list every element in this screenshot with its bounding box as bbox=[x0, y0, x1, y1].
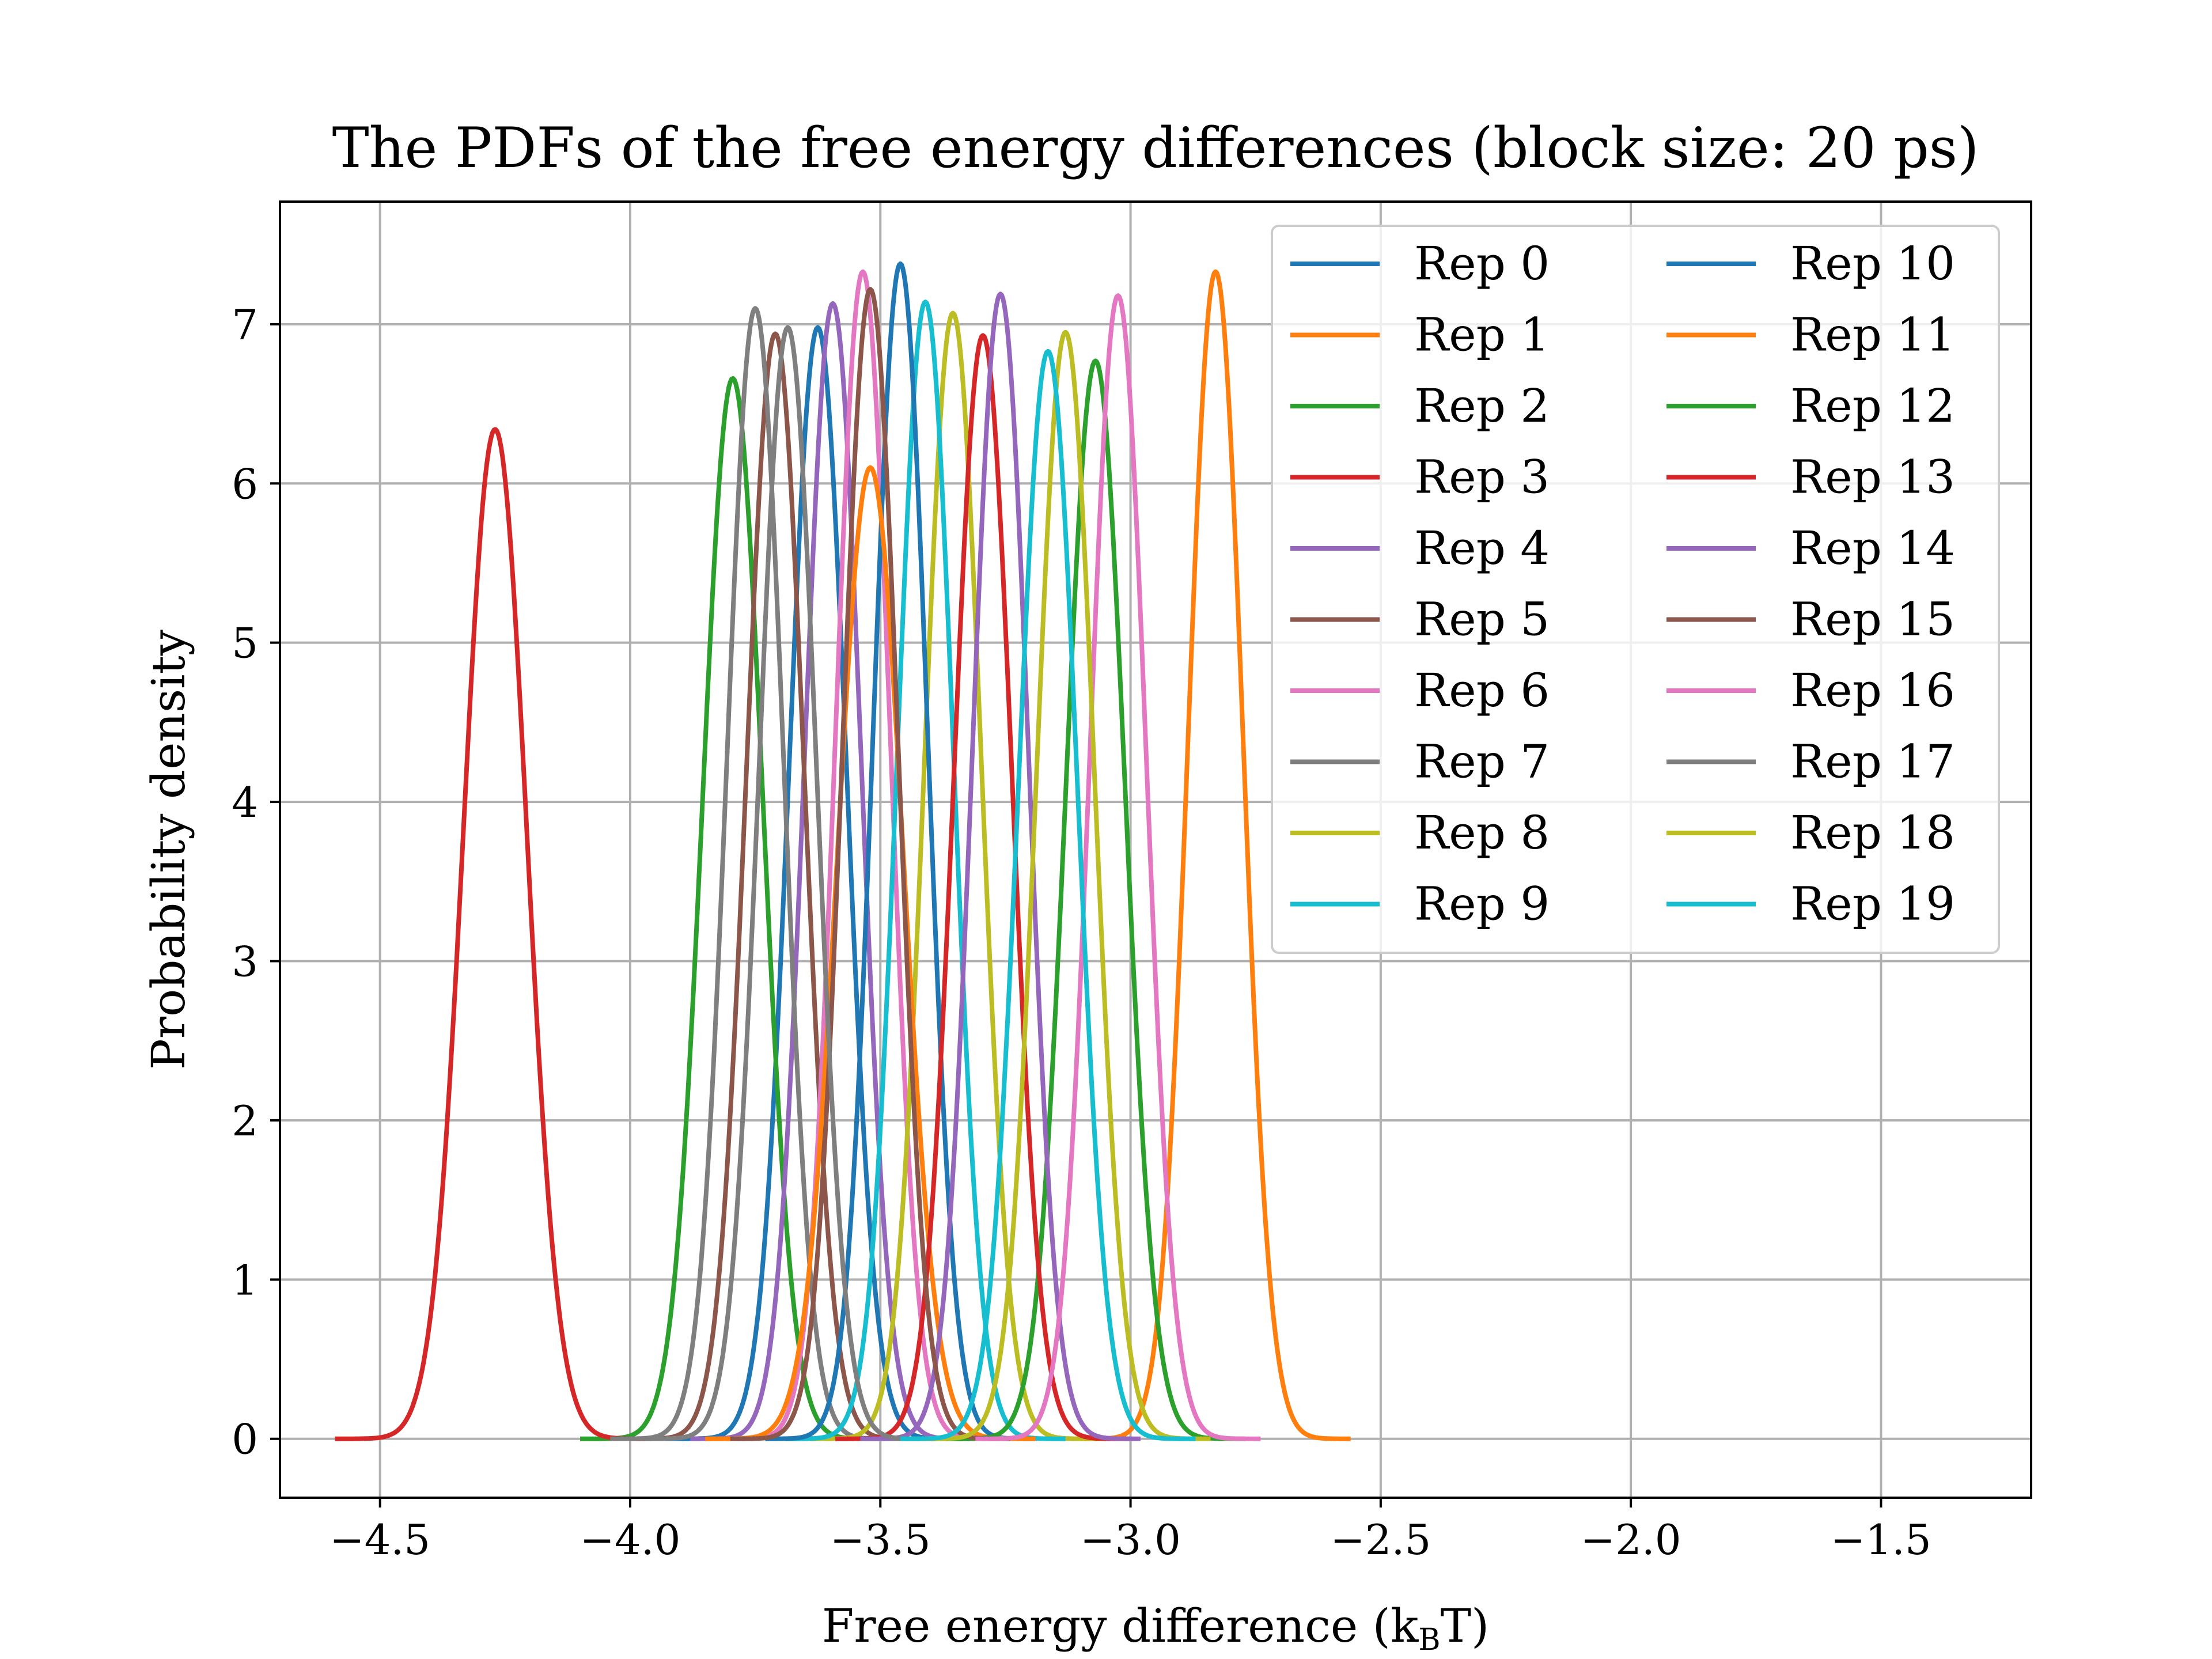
legend-label: Rep 10 bbox=[1790, 237, 1955, 290]
legend-label: Rep 9 bbox=[1414, 877, 1550, 931]
x-tick-label: −2.5 bbox=[1330, 1516, 1431, 1564]
series-line-rep-14 bbox=[859, 291, 1142, 1441]
legend-label: Rep 11 bbox=[1790, 308, 1955, 362]
legend-label: Rep 5 bbox=[1414, 593, 1550, 646]
x-tick-label: −4.0 bbox=[580, 1516, 681, 1564]
x-tick-label: −2.0 bbox=[1581, 1516, 1681, 1564]
x-axis-ticks: −4.5 −4.0 −3.5 −3.0 −2.5 −2.0 −1.5 bbox=[329, 1498, 1931, 1564]
series-line-rep-8 bbox=[809, 310, 1097, 1441]
x-axis-label-unit-tail: T) bbox=[1441, 1599, 1490, 1653]
y-tick-label: 2 bbox=[232, 1097, 258, 1145]
series-line-rep-3 bbox=[334, 427, 652, 1441]
legend-label: Rep 12 bbox=[1790, 379, 1955, 433]
series-line-rep-5 bbox=[629, 331, 922, 1441]
legend-label: Rep 13 bbox=[1790, 450, 1955, 504]
x-tick-label: −3.0 bbox=[1080, 1516, 1181, 1564]
legend-label: Rep 7 bbox=[1414, 735, 1550, 789]
series-line-rep-1 bbox=[1079, 269, 1352, 1441]
x-tick-label: −4.5 bbox=[329, 1516, 430, 1564]
legend-label: Rep 4 bbox=[1414, 521, 1550, 575]
y-tick-label: 7 bbox=[232, 301, 258, 349]
y-tick-label: 0 bbox=[232, 1415, 258, 1464]
legend-label: Rep 6 bbox=[1414, 664, 1550, 717]
legend: Rep 0 Rep 1 Rep 2 Rep 3 Rep 4 Rep 5 Rep 6 Rep 7… bbox=[1271, 225, 2000, 954]
y-tick-label: 4 bbox=[232, 778, 258, 827]
legend-label: Rep 19 bbox=[1790, 877, 1955, 931]
x-axis-label-unit-base: k bbox=[1391, 1599, 1419, 1653]
chart-title: The PDFs of the free energy differences … bbox=[332, 116, 1979, 180]
series-line-rep-12 bbox=[944, 358, 1247, 1441]
legend-label: Rep 3 bbox=[1414, 450, 1550, 504]
x-axis-label-unit-sub: B bbox=[1418, 1623, 1440, 1657]
legend-label: Rep 2 bbox=[1414, 379, 1550, 433]
legend-label: Rep 17 bbox=[1790, 735, 1955, 789]
series-lines bbox=[334, 261, 1352, 1441]
legend-label: Rep 14 bbox=[1790, 521, 1955, 575]
x-tick-label: −3.5 bbox=[830, 1516, 931, 1564]
y-axis-ticks: 0 1 2 3 4 5 6 7 bbox=[232, 301, 280, 1464]
series-line-rep-11 bbox=[704, 465, 1036, 1441]
legend-items: Rep 0 Rep 1 Rep 2 Rep 3 Rep 4 Rep 5 Rep 6 Rep 7… bbox=[1290, 237, 1955, 931]
legend-label: Rep 15 bbox=[1790, 593, 1955, 646]
legend-label: Rep 0 bbox=[1414, 237, 1550, 290]
x-tick-label: −1.5 bbox=[1831, 1516, 1931, 1564]
y-tick-label: 5 bbox=[232, 619, 258, 668]
plot-frame bbox=[279, 200, 2032, 1499]
series-line-rep-10 bbox=[764, 261, 1037, 1441]
y-tick-label: 1 bbox=[232, 1256, 258, 1304]
series-line-rep-4 bbox=[689, 301, 977, 1441]
legend-box bbox=[1271, 225, 2000, 954]
series-line-rep-18 bbox=[919, 329, 1212, 1441]
series-line-rep-19 bbox=[899, 349, 1197, 1441]
y-tick-label: 6 bbox=[232, 460, 258, 508]
legend-label: Rep 18 bbox=[1790, 806, 1955, 859]
legend-label: Rep 8 bbox=[1414, 806, 1550, 859]
legend-label: Rep 1 bbox=[1414, 308, 1550, 362]
series-line-rep-17 bbox=[644, 325, 937, 1441]
series-line-rep-16 bbox=[974, 293, 1262, 1441]
legend-label: Rep 16 bbox=[1790, 664, 1955, 717]
x-axis-label: Free energy difference (kBT) bbox=[822, 1599, 1489, 1657]
y-tick-label: 3 bbox=[232, 937, 258, 986]
x-axis-label-main: Free energy difference ( bbox=[822, 1599, 1391, 1653]
y-axis-label: Probability density bbox=[142, 630, 195, 1070]
